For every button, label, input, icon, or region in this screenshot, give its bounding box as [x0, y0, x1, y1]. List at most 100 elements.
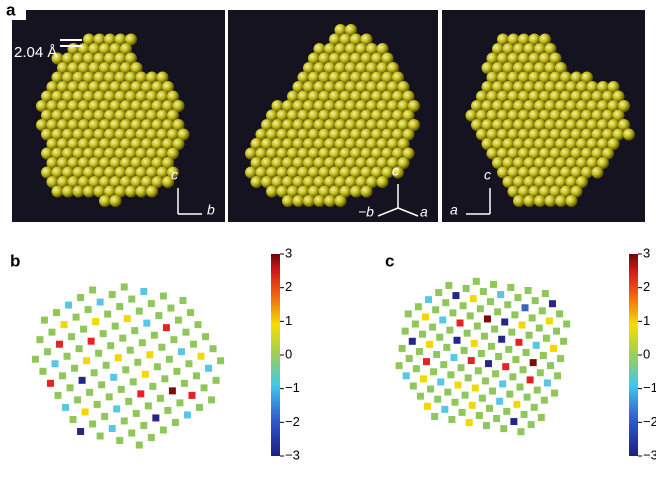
atom: [114, 71, 127, 84]
atom: [523, 119, 536, 131]
atom: [297, 185, 310, 198]
cell: [531, 297, 539, 305]
cell: [150, 331, 158, 339]
atom: [324, 195, 336, 207]
cell: [466, 312, 474, 320]
cell: [60, 321, 68, 329]
atom: [371, 147, 383, 160]
atom: [513, 157, 525, 169]
atom: [83, 71, 95, 84]
atom: [36, 119, 48, 131]
cell: [117, 385, 125, 393]
atom: [345, 62, 357, 74]
atom: [172, 100, 185, 112]
cell: [80, 325, 88, 333]
atom: [350, 185, 362, 198]
atom: [276, 147, 289, 160]
atom: [497, 166, 509, 179]
atom: [120, 176, 132, 188]
atom: [476, 128, 488, 141]
cell: [451, 398, 459, 406]
atom: [560, 166, 572, 179]
atom: [350, 166, 362, 179]
cell: [156, 394, 164, 402]
cell: [522, 348, 530, 356]
atom: [146, 90, 158, 103]
atom: [376, 62, 389, 74]
atom: [88, 176, 101, 188]
cell: [506, 390, 514, 398]
atom: [366, 138, 378, 150]
atom: [146, 128, 158, 141]
cell: [194, 321, 202, 329]
atom: [88, 100, 101, 112]
atom: [560, 90, 572, 103]
atom: [318, 109, 331, 122]
atom: [72, 109, 85, 122]
cell: [490, 280, 498, 288]
atom: [120, 100, 132, 112]
colorbar-tick-label: −1: [285, 380, 300, 395]
atom: [282, 100, 294, 112]
cell: [514, 294, 522, 302]
cell: [457, 364, 465, 372]
atom: [276, 166, 289, 179]
colorbar-tick-label: 2: [643, 279, 650, 294]
cell: [443, 343, 451, 351]
cell: [408, 337, 416, 345]
cell: [532, 341, 540, 349]
atom: [528, 109, 541, 122]
atom: [507, 90, 520, 103]
atom: [324, 62, 336, 74]
atom: [151, 176, 164, 188]
cell: [161, 375, 169, 383]
cell: [39, 367, 47, 375]
cell: [440, 361, 448, 369]
atom: [266, 185, 278, 198]
atom: [528, 166, 541, 179]
atom: [612, 90, 625, 103]
atom: [602, 128, 614, 141]
atom: [318, 185, 331, 198]
atom: [99, 43, 111, 55]
atom: [120, 157, 132, 169]
atom: [539, 147, 551, 160]
atom: [360, 90, 373, 103]
atom: [371, 52, 383, 65]
cell: [448, 416, 456, 424]
cell: [482, 422, 490, 430]
atom: [607, 81, 620, 93]
atom: [271, 157, 284, 169]
atom: [355, 81, 368, 93]
atom: [114, 166, 127, 179]
cell: [87, 337, 95, 345]
atom: [282, 138, 294, 150]
colorbar-tick-label: 3: [285, 245, 292, 260]
atom: [83, 185, 95, 198]
cell: [480, 332, 488, 340]
atom: [99, 138, 111, 150]
atom: [99, 62, 111, 74]
cell: [171, 418, 179, 426]
atom: [72, 128, 85, 141]
atom: [397, 119, 410, 131]
cell: [461, 391, 469, 399]
atom: [303, 81, 315, 93]
atom: [329, 33, 341, 46]
atom: [360, 33, 373, 46]
atom: [282, 195, 294, 207]
atom: [539, 52, 551, 65]
atom: [156, 128, 169, 141]
atom: [57, 119, 69, 131]
cell: [497, 291, 505, 299]
cell: [453, 336, 461, 344]
scale-label: 2.04 Å: [14, 44, 57, 61]
cell: [452, 292, 460, 300]
atom: [507, 52, 520, 65]
atom: [146, 147, 158, 160]
atom: [518, 128, 530, 141]
atom: [324, 138, 336, 150]
atom: [125, 33, 137, 46]
atom: [381, 109, 394, 122]
cell: [174, 316, 182, 324]
